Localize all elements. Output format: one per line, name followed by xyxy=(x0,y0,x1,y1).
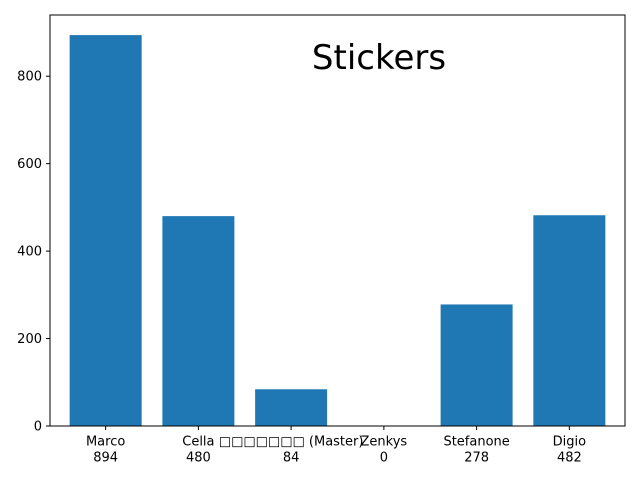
y-tick-label: 800 xyxy=(17,70,42,85)
x-tick-label: Cella 480 xyxy=(182,435,214,466)
y-tick-label: 400 xyxy=(17,245,42,260)
y-tick-label: 600 xyxy=(17,157,42,172)
bar-0 xyxy=(69,35,142,427)
x-tick-label: Zenkys 0 xyxy=(361,435,408,466)
bar-5 xyxy=(533,215,606,426)
x-tick-label: Marco 894 xyxy=(86,435,125,466)
bar-4 xyxy=(440,304,513,426)
chart-title: Stickers xyxy=(312,38,446,78)
bar-1 xyxy=(162,216,235,426)
y-tick-label: 200 xyxy=(17,332,42,347)
x-tick-label: Digio 482 xyxy=(553,435,586,466)
x-tick-label: □□□□□□□ (Master) 84 xyxy=(219,435,364,466)
y-tick-label: 0 xyxy=(34,420,42,435)
bar-2 xyxy=(255,389,328,426)
plot-frame xyxy=(49,14,626,427)
x-tick-label: Stefanone 278 xyxy=(443,435,509,466)
